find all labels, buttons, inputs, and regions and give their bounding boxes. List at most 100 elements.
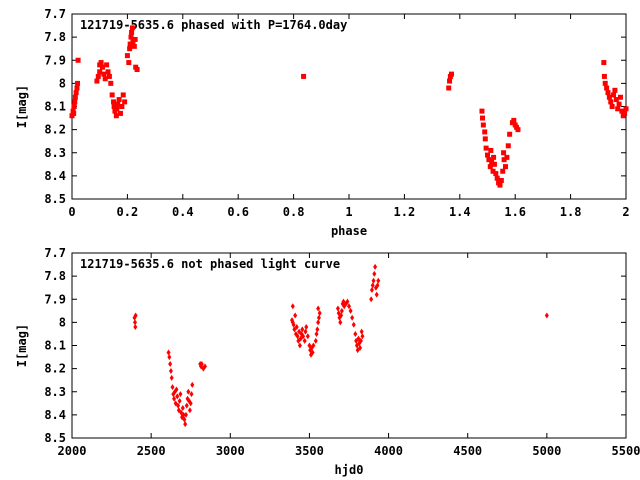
x-tick-label: 2 [622, 205, 629, 219]
data-point [293, 312, 298, 319]
x-axis-label: phase [331, 224, 367, 238]
data-point [359, 328, 364, 335]
x-axis-label: hjd0 [335, 463, 364, 477]
data-point [448, 71, 454, 77]
data-point [497, 182, 503, 188]
x-tick-label: 2000 [58, 444, 87, 458]
data-point [609, 104, 615, 109]
y-tick-label: 8.2 [44, 123, 66, 137]
y-axis-label: I[mag] [15, 324, 29, 367]
y-tick-label: 8.2 [44, 362, 66, 376]
data-point [133, 312, 138, 319]
data-point [493, 171, 499, 177]
data-point [315, 326, 320, 333]
data-point [172, 395, 177, 402]
y-tick-label: 8.4 [44, 408, 66, 422]
x-tick-label: 0.8 [283, 205, 305, 219]
data-point [181, 411, 186, 418]
data-point [117, 110, 123, 116]
data-point [75, 57, 81, 63]
data-point [515, 127, 521, 133]
data-point [182, 416, 187, 423]
data-point [188, 400, 193, 407]
y-tick-label: 8.1 [44, 339, 66, 353]
data-point [500, 168, 506, 174]
data-point [375, 282, 380, 289]
data-point [371, 277, 376, 284]
y-tick-label: 8.5 [44, 192, 66, 206]
data-point [494, 175, 500, 181]
data-point [347, 303, 351, 310]
data-point [111, 99, 117, 105]
data-point [486, 157, 492, 163]
x-tick-label: 4500 [453, 444, 482, 458]
y-tick-label: 8.3 [44, 146, 66, 160]
data-point [74, 85, 80, 91]
data-point [369, 296, 374, 303]
data-point [71, 104, 77, 109]
data-point [168, 361, 173, 367]
x-tick-label: 0 [68, 205, 75, 219]
data-point [115, 101, 121, 107]
data-point [358, 337, 363, 344]
data-point [491, 154, 497, 160]
data-point [72, 94, 78, 100]
data-point [358, 344, 363, 351]
data-point [604, 85, 610, 91]
data-point [120, 92, 126, 98]
x-tick-label: 0.4 [172, 205, 194, 219]
data-point [131, 43, 137, 49]
data-point [350, 314, 355, 321]
data-point [101, 71, 107, 77]
data-point [174, 386, 179, 393]
data-point [167, 354, 172, 361]
data-point [501, 150, 507, 156]
data-point [169, 374, 174, 381]
y-tick-label: 8.4 [44, 169, 66, 183]
data-point [295, 333, 300, 340]
data-point [498, 178, 504, 183]
data-point [290, 303, 295, 310]
tick-labels: 2000 2500 3000 3500 4000 4500 5000 5500 7.7 7.8 7.… [44, 246, 640, 458]
data-point [316, 314, 321, 321]
data-point [104, 62, 110, 68]
data-point [605, 90, 611, 96]
y-tick-label: 8.5 [44, 431, 66, 445]
data-point [177, 398, 182, 404]
data-point [199, 361, 204, 367]
x-tick-label: 5000 [532, 444, 561, 458]
data-point [353, 330, 358, 337]
data-point [623, 106, 629, 112]
data-point [126, 60, 132, 66]
data-point [119, 104, 125, 109]
data-point [301, 73, 307, 79]
y-tick-label: 8.3 [44, 385, 66, 399]
data-point [166, 349, 171, 356]
data-point [114, 106, 120, 112]
data-point [176, 402, 181, 409]
data-point [317, 310, 322, 317]
data-point [175, 393, 180, 400]
data-point [316, 305, 321, 312]
data-point [187, 407, 192, 414]
data-point [170, 384, 175, 391]
data-point [99, 64, 105, 70]
data-point [71, 110, 77, 116]
x-tick-label: 2500 [137, 444, 166, 458]
data-point [316, 319, 321, 326]
data-point [490, 168, 496, 174]
data-point [339, 312, 344, 319]
data-point [102, 76, 108, 82]
data-point [190, 381, 195, 388]
data-point [184, 402, 189, 409]
data-point [507, 131, 513, 137]
y-tick-label: 8 [59, 76, 66, 90]
data-point [501, 157, 507, 163]
data-point [116, 97, 122, 103]
y-tick-label: 7.9 [44, 53, 66, 67]
y-tick-label: 7.8 [44, 269, 66, 283]
data-point [202, 363, 207, 370]
y-tick-label: 8 [59, 315, 66, 329]
